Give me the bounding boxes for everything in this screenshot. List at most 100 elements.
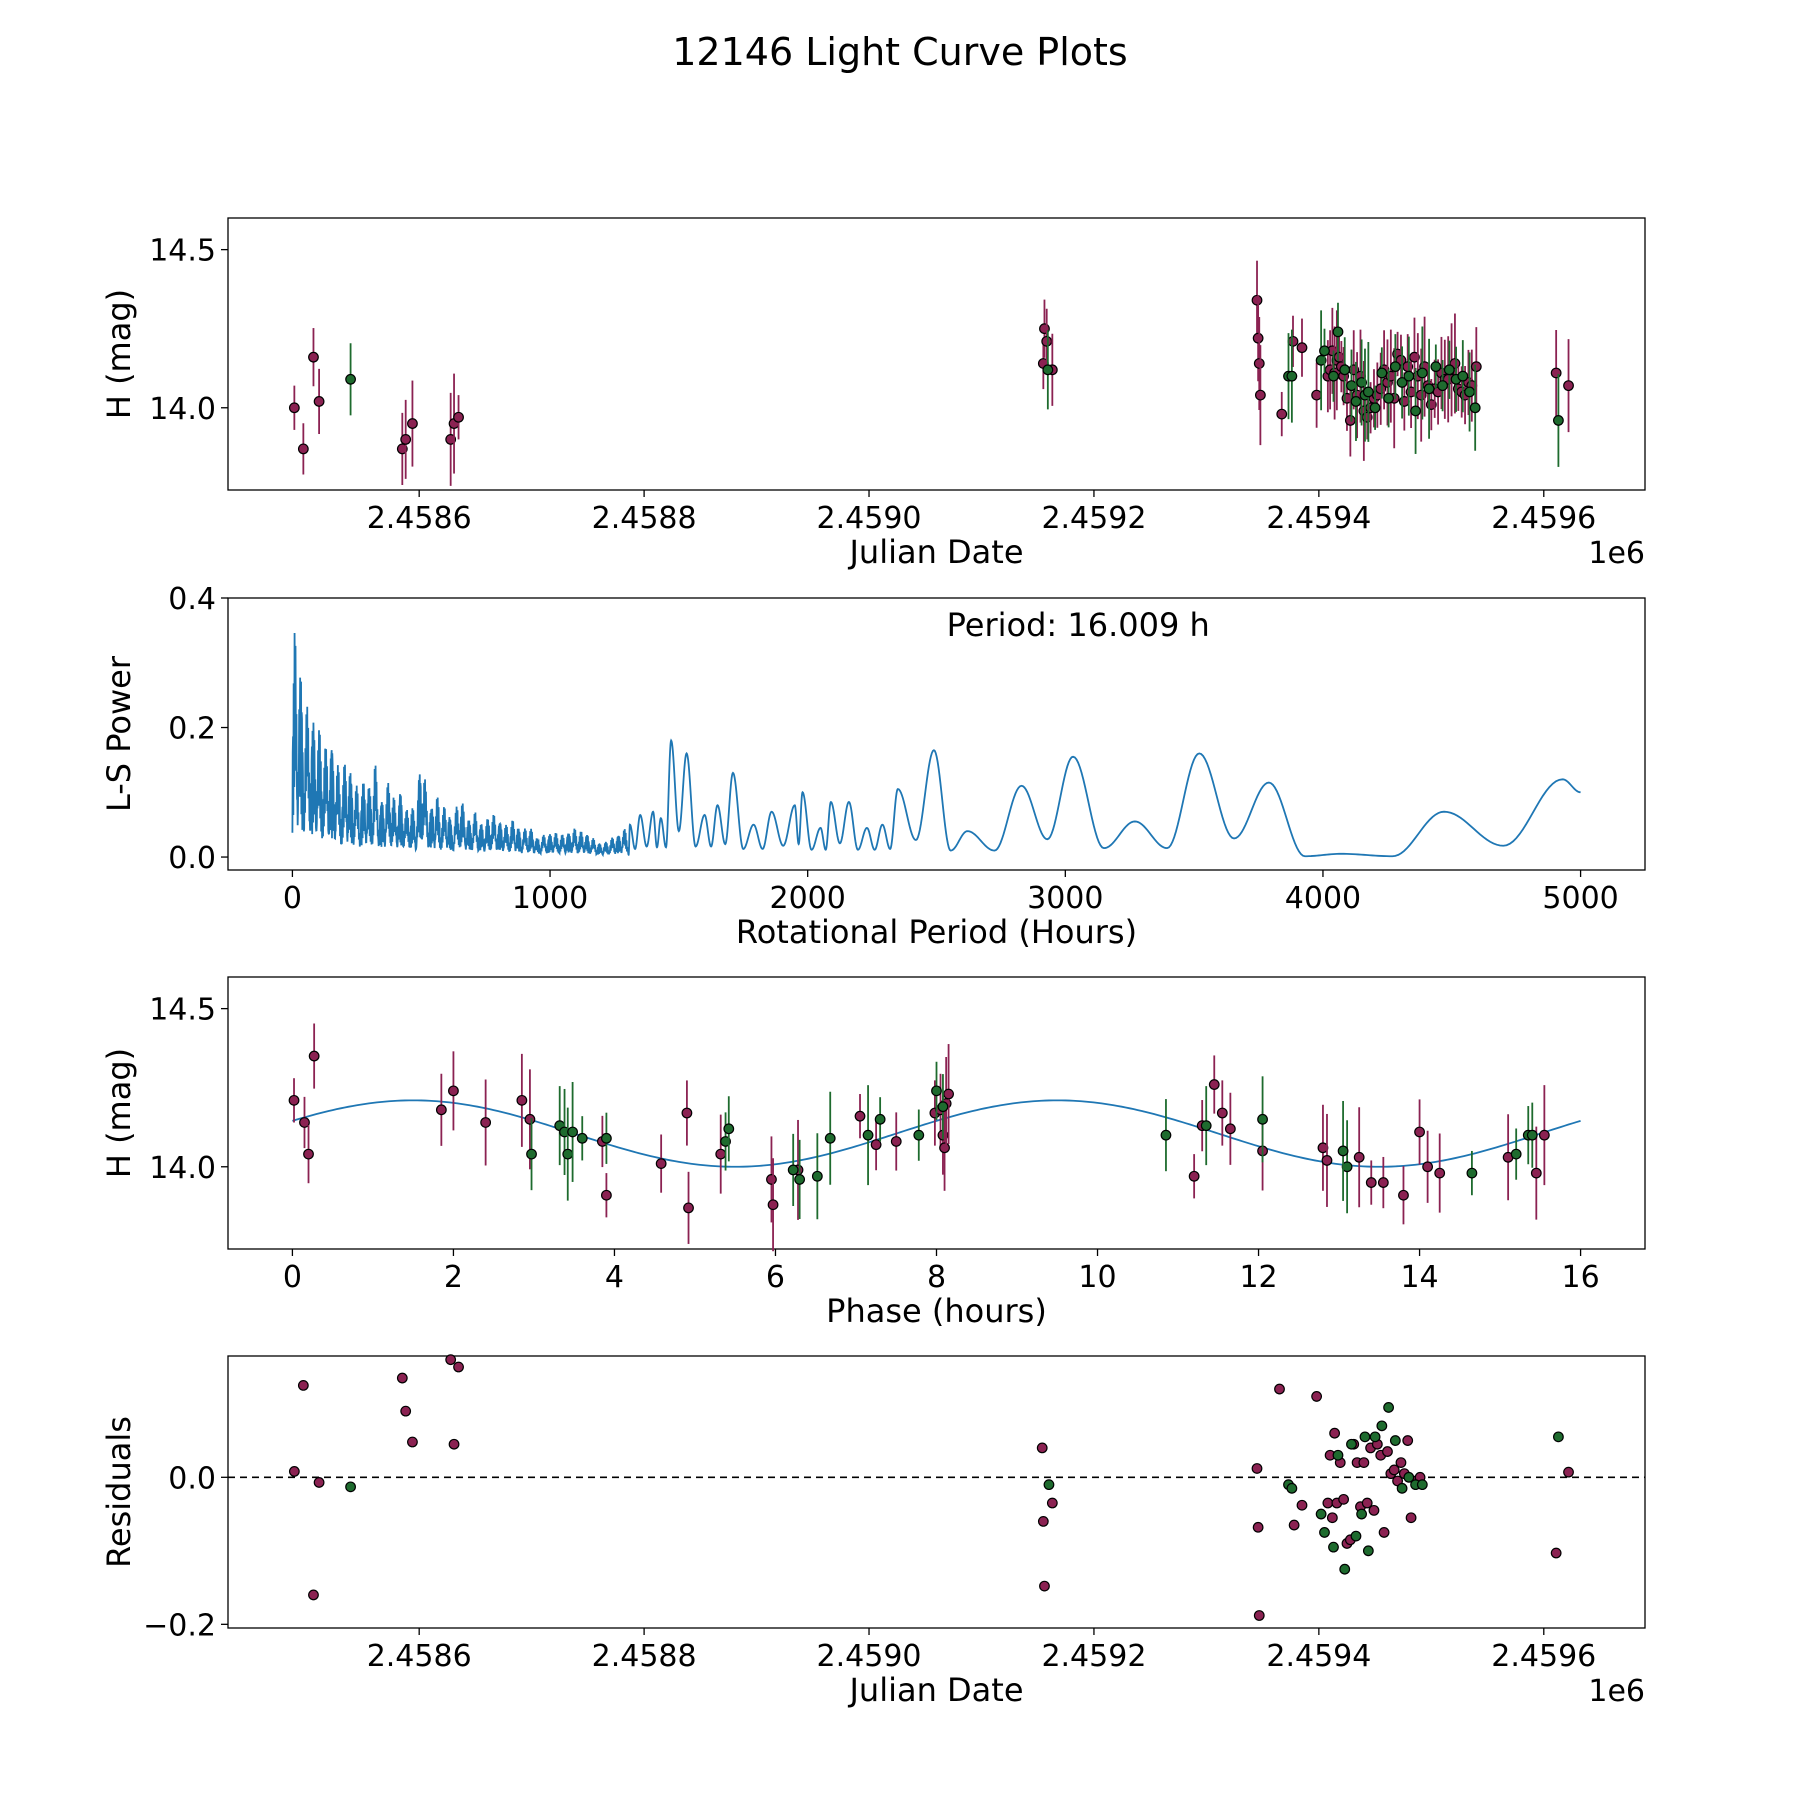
- phased-data-point: [1200, 1120, 1212, 1132]
- residuals-data-point: [1358, 1457, 1370, 1468]
- residuals-data-point: [1362, 1545, 1374, 1557]
- lightcurve-data-point: [1332, 326, 1344, 338]
- lightcurve-data-point: [400, 433, 412, 445]
- lightcurve-data-point: [445, 433, 457, 445]
- phased-data-point: [794, 1174, 806, 1185]
- lightcurve-data-point: [1403, 370, 1415, 382]
- phased-data-point: [715, 1148, 727, 1160]
- residuals-data-point: [1550, 1547, 1562, 1559]
- phased-curve-panel: 0 2 4 6 8 10 12 14 16 14.0 14.5 Phase (hours) H (mag…: [100, 976, 1646, 1330]
- phased-data-point: [576, 1132, 588, 1144]
- lightcurve-data-point: [1464, 386, 1475, 398]
- lightcurve-data-point: [453, 411, 464, 423]
- phased-data-point: [1321, 1155, 1333, 1166]
- phased-x-tick-label: 14: [1400, 1260, 1438, 1295]
- residuals-y-tick-label: 0.0: [168, 1461, 216, 1496]
- residuals-data-point: [1382, 1446, 1393, 1457]
- lightcurve-data-point: [1252, 332, 1264, 344]
- residuals-data-point: [1274, 1383, 1285, 1395]
- phased-y-tick-label: 14.0: [149, 1151, 216, 1186]
- lightcurve-data-point: [1457, 370, 1469, 382]
- phased-data-point: [767, 1199, 779, 1211]
- residuals-data-point: [396, 1372, 408, 1384]
- residuals-data-point: [1332, 1449, 1344, 1461]
- residuals-y-axis-label: Residuals: [100, 1416, 138, 1568]
- phased-x-tick-label: 16: [1561, 1260, 1599, 1295]
- phased-data-point: [1526, 1129, 1538, 1141]
- lightcurve-x-tick-label: 2.4594: [1266, 501, 1371, 536]
- phased-data-point: [516, 1094, 528, 1106]
- lightcurve-x-tick-label: 2.4590: [817, 501, 922, 536]
- lightcurve-plot-frame: [227, 217, 1646, 491]
- figure-title: 12146 Light Curve Plots: [672, 30, 1127, 74]
- periodogram-power-line: [291, 632, 1581, 858]
- phased-x-tick-label: 10: [1078, 1260, 1116, 1295]
- residuals-data-point: [1046, 1497, 1058, 1509]
- phased-data-point: [303, 1148, 314, 1160]
- lightcurve-data-point: [396, 443, 408, 455]
- residuals-data-point: [1416, 1479, 1428, 1491]
- residuals-data-point: [313, 1477, 325, 1488]
- lightcurve-data-point: [345, 373, 356, 385]
- residuals-y-tick-label: −0.2: [143, 1608, 216, 1643]
- lightcurve-data-point: [1423, 383, 1435, 395]
- phased-x-tick-label: 2: [444, 1260, 463, 1295]
- lightcurve-data-point: [1563, 380, 1574, 392]
- lightcurve-data-point: [1042, 364, 1054, 376]
- phased-data-point: [288, 1094, 300, 1106]
- phased-data-point: [1510, 1148, 1522, 1160]
- lightcurve-data-point: [1286, 370, 1298, 382]
- residuals-data-point: [1403, 1471, 1415, 1483]
- periodogram-x-tick-label: 3000: [1027, 881, 1103, 916]
- lightcurve-data-point: [1553, 415, 1564, 426]
- residuals-x-offset-label: 1e6: [1588, 1674, 1645, 1709]
- residuals-data-point: [1311, 1391, 1323, 1402]
- lightcurve-x-tick-label: 2.4586: [367, 501, 472, 536]
- residuals-data-point: [1402, 1435, 1414, 1446]
- residuals-data-point: [445, 1354, 457, 1366]
- phased-data-point: [524, 1113, 536, 1125]
- residuals-x-axis-label: Julian Date: [847, 1671, 1023, 1709]
- phased-data-point: [1160, 1129, 1172, 1141]
- residuals-data-point: [1039, 1580, 1050, 1592]
- lightcurve-data-point: [1311, 389, 1323, 401]
- periodogram-y-tick-label: 0.4: [168, 582, 216, 617]
- lightcurve-data-point: [1410, 405, 1421, 417]
- lightcurve-panel: 2.4586 2.4588 2.4590 2.4592 2.4594 2.4596 14.0…: [100, 217, 1646, 571]
- residuals-data-point: [1359, 1431, 1371, 1443]
- lightcurve-data-point: [1443, 364, 1455, 376]
- residuals-data-point: [1043, 1479, 1055, 1491]
- phased-data-point: [870, 1139, 882, 1151]
- phased-data-point: [1530, 1167, 1542, 1179]
- phased-data-point: [526, 1148, 537, 1160]
- lightcurve-data-point: [1369, 402, 1381, 414]
- phased-data-point: [862, 1129, 874, 1141]
- residuals-data-point: [1253, 1610, 1265, 1621]
- residuals-x-tick-label: 2.4596: [1491, 1639, 1596, 1674]
- phased-data-point: [308, 1050, 320, 1062]
- residuals-data-point: [1369, 1431, 1381, 1443]
- lightcurve-x-tick-label: 2.4588: [592, 501, 697, 536]
- phased-data-point: [1216, 1107, 1228, 1119]
- phased-data-point: [567, 1126, 578, 1138]
- lightcurve-x-axis-label: Julian Date: [847, 533, 1023, 571]
- residuals-data-point: [1350, 1530, 1362, 1542]
- phased-data-point: [1377, 1177, 1389, 1188]
- lightcurve-data-point: [1254, 389, 1266, 401]
- phased-data-point: [1414, 1126, 1425, 1138]
- phased-data-point: [562, 1148, 574, 1160]
- lightcurve-data-point: [308, 351, 319, 363]
- phased-data-point: [1353, 1151, 1365, 1163]
- lightcurve-data-point: [1550, 367, 1562, 379]
- phased-data-point: [683, 1202, 694, 1214]
- residuals-panel: 2.4586 2.4588 2.4590 2.4592 2.4594 2.4596 −0.2…: [100, 1354, 1646, 1709]
- lightcurve-data-point: [1319, 345, 1330, 357]
- phased-data-point: [1337, 1145, 1349, 1157]
- residuals-data-point: [1296, 1499, 1308, 1511]
- lightcurve-data-point: [1296, 342, 1308, 354]
- phased-data-point: [601, 1189, 612, 1201]
- residuals-x-tick-label: 2.4586: [367, 1639, 472, 1674]
- phased-data-point: [766, 1174, 777, 1185]
- residuals-data-point: [1322, 1497, 1334, 1509]
